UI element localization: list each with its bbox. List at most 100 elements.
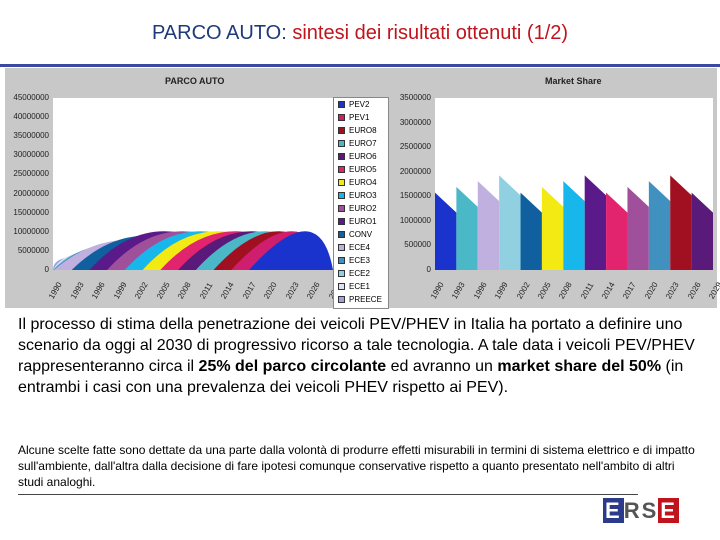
right-area-series <box>435 192 457 270</box>
left-yticks-label: 15000000 <box>13 207 49 217</box>
legend-swatch <box>338 101 345 108</box>
legend-item: PREECE <box>338 295 382 304</box>
para-text-3: (in entrambi i casi con una prevalenza d… <box>18 358 684 396</box>
right-yticks-label: 2500000 <box>399 142 431 152</box>
left-area-series <box>249 231 333 270</box>
para-bold-1: 25% del parco circolante <box>198 358 387 375</box>
left-yticks-label: 40000000 <box>13 112 49 122</box>
right-yticks-label: 2000000 <box>399 166 431 176</box>
para-bold-2: market share del 50% <box>497 358 662 375</box>
legend-label: EURO7 <box>349 139 377 148</box>
right-yticks-label: 3000000 <box>399 117 431 127</box>
right-yticks-label: 3500000 <box>399 93 431 102</box>
right-yticks-label: 1500000 <box>399 191 431 201</box>
legend-item: EURO4 <box>338 178 377 187</box>
legend-label: PEV1 <box>349 113 370 122</box>
legend-swatch <box>338 153 345 160</box>
legend-swatch <box>338 270 345 277</box>
legend-label: ECE4 <box>349 243 370 252</box>
right-area-series <box>691 192 713 270</box>
legend-label: PEV2 <box>349 100 370 109</box>
legend-swatch <box>338 244 345 251</box>
slide-title: PARCO AUTO: sintesi dei risultati ottenu… <box>0 22 720 45</box>
left-yticks-label: 10000000 <box>13 226 49 236</box>
legend-swatch <box>338 296 345 303</box>
legend-item: PEV1 <box>338 113 369 122</box>
legend-label: EURO5 <box>349 165 377 174</box>
footer-rule <box>18 494 638 495</box>
legend-label: ECE2 <box>349 269 370 278</box>
right-area-series <box>670 175 692 270</box>
legend-swatch <box>338 127 345 134</box>
legend-label: EURO1 <box>349 217 377 226</box>
rse-logo: ERSE <box>603 498 679 524</box>
right-yticks-label: 0 <box>426 265 431 274</box>
right-area-series <box>563 181 585 270</box>
legend-label: EURO2 <box>349 204 377 213</box>
legend-item: EURO8 <box>338 126 377 135</box>
legend-label: EURO4 <box>349 178 377 187</box>
legend-label: PREECE <box>349 295 382 304</box>
right-areas <box>435 175 713 270</box>
legend-swatch <box>338 166 345 173</box>
legend-item: PEV2 <box>338 100 369 109</box>
title-rule <box>0 64 720 67</box>
legend-item: CONV <box>338 230 372 239</box>
note-paragraph: Alcune scelte fatte sono dettate da una … <box>18 443 695 489</box>
legend-label: ECE3 <box>349 256 370 265</box>
right-area-series <box>648 181 671 270</box>
left-yticks-label: 20000000 <box>13 188 49 198</box>
logo-rs: RS <box>623 498 659 523</box>
right-area-series <box>541 186 564 270</box>
right-yticks-label: 500000 <box>404 240 431 250</box>
left-yticks-label: 0 <box>44 265 49 274</box>
legend-swatch <box>338 140 345 147</box>
right-area-series <box>499 175 521 270</box>
left-yticks-label: 35000000 <box>13 131 49 141</box>
right-area-series <box>606 192 628 270</box>
legend-swatch <box>338 283 345 290</box>
legend-swatch <box>338 257 345 264</box>
legend-label: ECE1 <box>349 282 370 291</box>
right-area-series <box>627 186 649 270</box>
legend-swatch <box>338 179 345 186</box>
legend-swatch <box>338 231 345 238</box>
legend-item: ECE3 <box>338 256 370 265</box>
para-text-1: Il processo di stima della penetrazione … <box>18 316 695 375</box>
right-chart-title: Market Share <box>545 76 602 86</box>
legend-item: EURO7 <box>338 139 377 148</box>
left-chart-title: PARCO AUTO <box>165 76 225 86</box>
legend-label: EURO6 <box>349 152 377 161</box>
para-text-2: ed avranno un <box>386 358 498 375</box>
left-yticks-label: 5000000 <box>17 245 49 255</box>
logo-e2: E <box>658 498 679 523</box>
legend-item: EURO6 <box>338 152 377 161</box>
legend-label: EURO3 <box>349 191 377 200</box>
left-chart-legend: PEV2 PEV1 EURO8 EURO7 EURO6 EURO5 EURO4 EURO3 EU… <box>333 97 389 309</box>
right-area-series <box>477 181 500 270</box>
legend-swatch <box>338 205 345 212</box>
main-paragraph: Il processo di stima della penetrazione … <box>18 314 698 398</box>
left-yticks-label: 25000000 <box>13 169 49 179</box>
logo-e1: E <box>603 498 624 523</box>
legend-item: EURO1 <box>338 217 377 226</box>
right-area-series <box>456 186 478 270</box>
left-yticks-label: 45000000 <box>13 93 49 102</box>
left-areas <box>53 231 333 270</box>
legend-swatch <box>338 192 345 199</box>
legend-item: EURO2 <box>338 204 377 213</box>
right-area-series <box>520 192 542 270</box>
title-suffix: sintesi dei risultati ottenuti (1/2) <box>286 22 569 44</box>
legend-item: ECE4 <box>338 243 370 252</box>
legend-swatch <box>338 114 345 121</box>
legend-item: ECE1 <box>338 282 370 291</box>
left-yticks-label: 30000000 <box>13 150 49 160</box>
legend-item: EURO3 <box>338 191 377 200</box>
charts-svg <box>53 98 713 270</box>
legend-item: ECE2 <box>338 269 370 278</box>
title-prefix: PARCO AUTO: <box>151 22 287 44</box>
right-area-series <box>584 175 607 270</box>
legend-item: EURO5 <box>338 165 377 174</box>
legend-swatch <box>338 218 345 225</box>
right-yticks-label: 1000000 <box>399 215 431 225</box>
